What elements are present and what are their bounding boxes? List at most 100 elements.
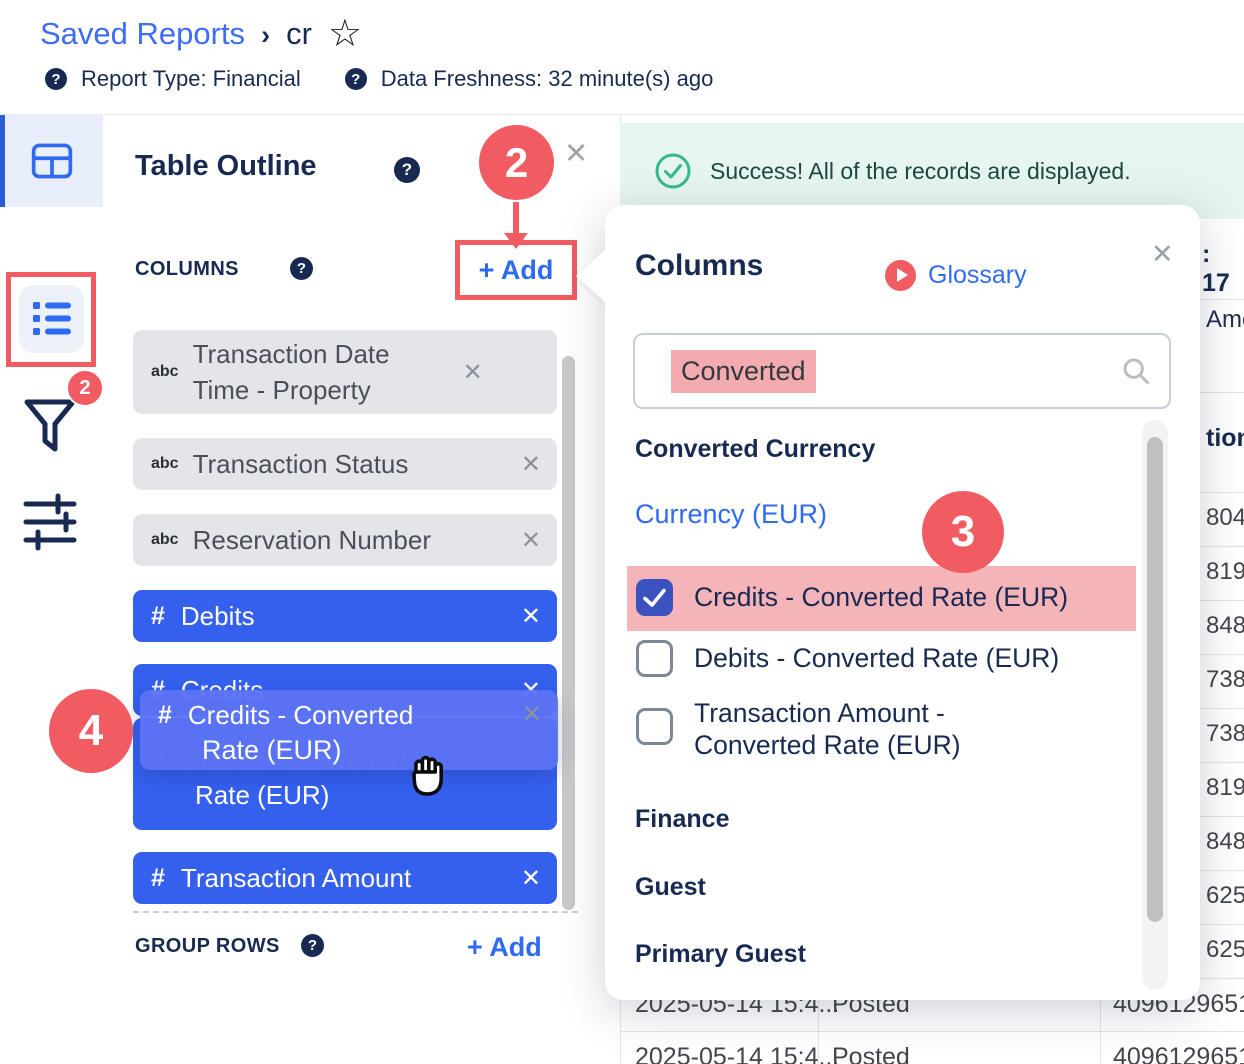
- breadcrumb: Saved Reports › cr ☆: [40, 13, 362, 55]
- play-video-icon: [885, 260, 916, 291]
- group-header-finance: Finance: [635, 805, 730, 833]
- success-message: Success! All of the records are displaye…: [710, 157, 1131, 184]
- highlighted-option-row[interactable]: [627, 566, 1136, 631]
- table-cell-fragment: 848: [1206, 828, 1244, 855]
- text-type-icon: abc: [151, 531, 179, 548]
- popup-close-icon[interactable]: [1151, 239, 1174, 270]
- divider: [1200, 392, 1244, 393]
- dragged-column-chip[interactable]: # Credits - Converted Rate (EUR): [140, 690, 558, 770]
- header-divider: [0, 114, 1244, 115]
- number-type-icon: #: [151, 601, 165, 630]
- table-cell-fragment: 8190: [1206, 774, 1244, 801]
- table-cell-fragment: 804: [1206, 504, 1244, 531]
- column-chip[interactable]: # Transaction Amount: [133, 852, 557, 904]
- remove-column-icon[interactable]: [463, 358, 483, 387]
- data-freshness-help-icon[interactable]: [344, 68, 367, 90]
- number-type-icon: #: [151, 863, 165, 892]
- option-label: Credits - Converted Rate (EUR): [694, 582, 1069, 612]
- list-outline-icon: [33, 302, 71, 335]
- breadcrumb-saved-reports-link[interactable]: Saved Reports: [40, 16, 246, 51]
- success-banner: Success! All of the records are displaye…: [620, 123, 1244, 219]
- remove-column-icon[interactable]: [521, 450, 541, 479]
- annotation-step-4: 4: [49, 689, 133, 773]
- amount-header-fragment: Amo: [1206, 306, 1244, 333]
- group-header-guest: Guest: [635, 873, 706, 901]
- grab-hand-cursor-icon: [412, 755, 443, 796]
- number-type-icon: #: [158, 701, 172, 729]
- search-icon: [1123, 358, 1150, 385]
- text-type-icon: abc: [151, 363, 179, 380]
- table-cell-fragment: 8190: [1206, 558, 1244, 585]
- column-divider: [818, 978, 819, 1064]
- column-search-input[interactable]: Converted: [633, 333, 1171, 409]
- sidebar: 2: [0, 115, 104, 1064]
- search-value: Converted: [671, 349, 816, 393]
- annotation-step-2: 2: [479, 125, 554, 200]
- report-type-help-icon[interactable]: [45, 68, 67, 90]
- checkbox-credits-converted-checked[interactable]: [636, 579, 673, 616]
- sidebar-item-outline[interactable]: [19, 285, 84, 353]
- success-check-icon: [655, 153, 691, 189]
- remove-column-icon[interactable]: [521, 526, 541, 555]
- sidebar-item-table[interactable]: [0, 115, 103, 207]
- filter-count-badge: 2: [66, 369, 104, 407]
- columns-drop-zone-border: [133, 911, 578, 913]
- settings-sliders-icon[interactable]: [22, 493, 78, 551]
- column-option-currency-eur[interactable]: Currency (EUR): [635, 499, 828, 529]
- column-chip[interactable]: abc Transaction Date Time - Property: [133, 330, 557, 414]
- chip-label: Transaction Status: [192, 449, 409, 479]
- favorite-star-icon[interactable]: ☆: [327, 13, 362, 55]
- table-cell-fragment: 848: [1206, 612, 1244, 639]
- remove-column-icon: [522, 698, 542, 732]
- checkmark-icon: [643, 588, 666, 607]
- chip-label-line2: Rate (EUR): [195, 780, 330, 810]
- group-rows-section-label: GROUP ROWS: [135, 935, 280, 957]
- table-cell-fragment: 7386: [1206, 666, 1244, 693]
- remove-column-icon[interactable]: [521, 864, 541, 893]
- table-outline-panel: [103, 115, 621, 1064]
- popup-arrow: [576, 249, 606, 303]
- chip-label: Credits - Converted: [187, 700, 414, 730]
- chips-scrollbar[interactable]: [562, 356, 575, 910]
- popup-scrollbar-thumb[interactable]: [1147, 437, 1163, 922]
- chip-label: Debits: [180, 601, 255, 631]
- panel-title: Table Outline: [135, 150, 317, 182]
- text-type-icon: abc: [151, 455, 179, 472]
- table-outline-help-icon[interactable]: [394, 157, 420, 183]
- chip-label-line2: Rate (EUR): [202, 735, 342, 765]
- divider: [1200, 299, 1244, 300]
- table-cell-fragment: 6257: [1206, 936, 1244, 963]
- annotation-arrow-head: [504, 233, 528, 249]
- panel-close-icon[interactable]: [564, 136, 588, 171]
- glossary-label: Glossary: [928, 261, 1027, 289]
- group-rows-help-icon[interactable]: [301, 934, 324, 957]
- breadcrumb-current-report: cr: [286, 16, 312, 51]
- table-grid-icon: [31, 143, 73, 179]
- columns-add-button[interactable]: + Add: [478, 254, 554, 285]
- option-label: Transaction Amount - Converted Rate (EUR…: [694, 698, 961, 760]
- checkbox-debits-converted[interactable]: [636, 640, 673, 677]
- breadcrumb-chevron-icon: ›: [261, 20, 271, 50]
- record-count-fragment: : 17: [1202, 240, 1230, 297]
- data-freshness-label: Data Freshness: 32 minute(s) ago: [380, 66, 714, 91]
- option-label: Debits - Converted Rate (EUR): [694, 643, 1060, 673]
- table-cell-fragment: 6257: [1206, 882, 1244, 909]
- remove-column-icon[interactable]: [521, 602, 541, 631]
- column-chip[interactable]: # Debits: [133, 590, 557, 642]
- group-rows-add-button[interactable]: + Add: [467, 932, 542, 962]
- column-chip[interactable]: abc Transaction Status: [133, 438, 557, 490]
- row-divider: [620, 1031, 1244, 1032]
- annotation-box-add-columns: + Add: [455, 240, 577, 300]
- chip-label: Transaction Amount: [180, 863, 412, 893]
- chip-label: Reservation Number: [192, 525, 432, 555]
- group-header-converted-currency: Converted Currency: [635, 435, 876, 463]
- checkbox-transaction-amount-converted[interactable]: [636, 708, 673, 745]
- column-chip[interactable]: abc Reservation Number: [133, 514, 557, 566]
- columns-help-icon[interactable]: [290, 257, 313, 280]
- columns-section-label: COLUMNS: [135, 258, 239, 280]
- glossary-link[interactable]: Glossary: [885, 260, 1027, 291]
- filter-funnel-icon[interactable]: [22, 397, 78, 463]
- table-cell-date: 2025-05-14 15:4...: [635, 1043, 840, 1064]
- columns-popup: Columns Glossary Converted Converted Cur…: [576, 205, 1200, 1000]
